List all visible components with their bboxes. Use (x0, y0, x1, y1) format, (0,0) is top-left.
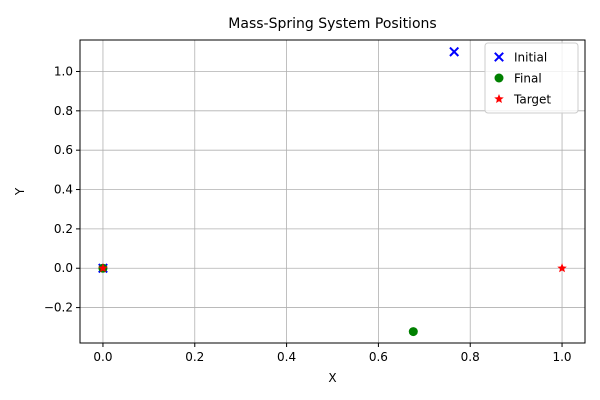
x-tick-label: 0.2 (185, 350, 204, 364)
legend-box (484, 42, 579, 114)
final-point (408, 327, 418, 337)
grid (80, 40, 585, 343)
y-tick-label: 0.8 (54, 104, 73, 118)
legend-item-initial: Initial (494, 51, 547, 65)
axis-ticks: 0.0 0.2 0.4 0.6 0.8 1.0 −0.2 0.0 0.2 0.4 0.6 0.8 1.0 (44, 64, 572, 364)
x-tick-label: 0.4 (277, 350, 296, 364)
initial-point (449, 46, 460, 57)
y-tick-label: 0.0 (54, 261, 73, 275)
plot-frame (79, 39, 586, 344)
target-point (557, 263, 567, 273)
y-tick-label: −0.2 (44, 301, 73, 315)
x-tick-label: 0.6 (369, 350, 388, 364)
y-axis-label: Y (13, 187, 27, 196)
x-axis-label: X (328, 371, 336, 385)
data-points (98, 46, 567, 337)
legend-label: Target (513, 93, 551, 107)
legend-item-target: Target (494, 93, 551, 107)
chart-title: Mass-Spring System Positions (228, 16, 436, 32)
y-tick-label: 1.0 (54, 64, 73, 78)
y-tick-label: 0.2 (54, 222, 73, 236)
legend-label: Final (514, 72, 542, 86)
legend-marker-initial (494, 52, 504, 62)
legend-marker-final (494, 73, 504, 83)
x-tick-label: 0.0 (93, 350, 112, 364)
target-point (98, 263, 108, 273)
y-tick-label: 0.4 (54, 183, 73, 197)
legend: Initial Final Target (484, 42, 579, 114)
x-tick-label: 0.8 (461, 350, 480, 364)
x-tick-label: 1.0 (552, 350, 571, 364)
legend-marker-target (494, 94, 504, 104)
y-tick-label: 0.6 (54, 143, 73, 157)
legend-label: Initial (514, 51, 547, 65)
legend-item-final: Final (494, 72, 542, 86)
